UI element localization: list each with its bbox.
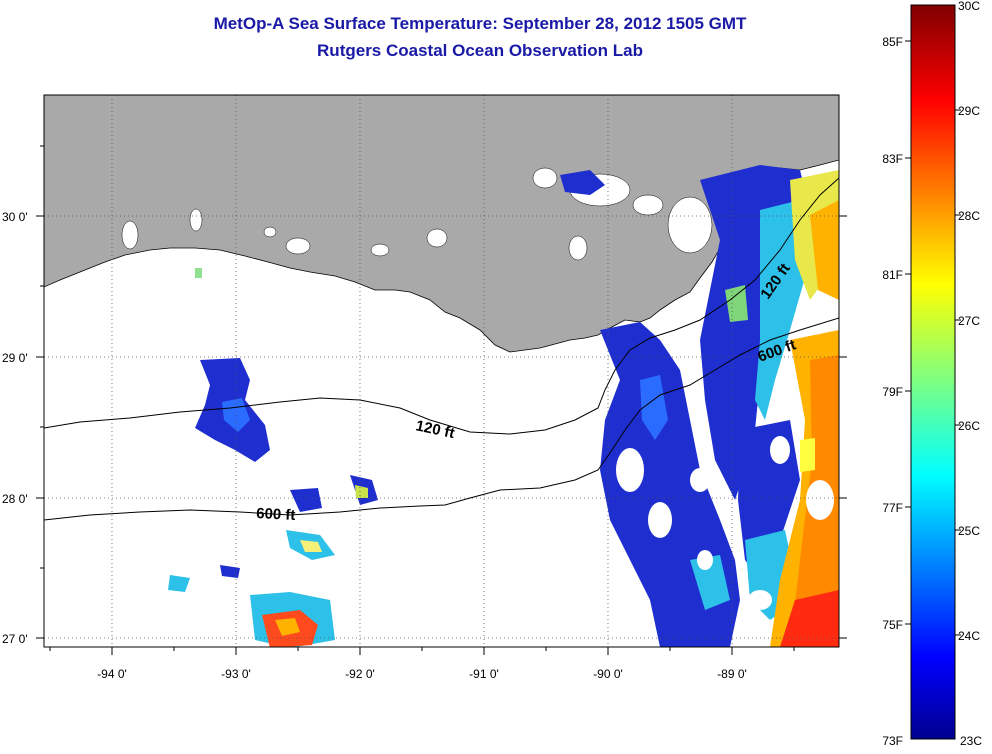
colorbar-fahrenheit-label: 85F	[882, 35, 903, 49]
sst-patches-west	[168, 268, 378, 647]
sst-patches-east	[560, 165, 839, 647]
lat-tick-label: 29 0'	[2, 351, 28, 365]
map-subtitle: Rutgers Coastal Ocean Observation Lab	[317, 41, 643, 60]
colorbar-celsius-label: 30C	[958, 0, 980, 13]
lat-tick-label: 27 0'	[2, 632, 28, 646]
contour-120ft	[44, 177, 839, 435]
map-frame	[43, 94, 840, 648]
contour-label-600ft-west: 600 ft	[256, 505, 296, 524]
colorbar-celsius-label: 27C	[958, 314, 980, 328]
lon-tick-marks	[49, 647, 795, 655]
lat-tick-label: 28 0'	[2, 492, 28, 506]
lon-tick-label: -89 0'	[717, 667, 747, 681]
lon-tick-label: -91 0'	[469, 667, 499, 681]
lat-tick-marks	[36, 145, 847, 639]
colorbar	[910, 4, 956, 740]
graticule	[44, 95, 839, 647]
colorbar-celsius-label: 29C	[958, 104, 980, 118]
lon-tick-label: -93 0'	[221, 667, 251, 681]
colorbar-celsius-label: 24C	[958, 629, 980, 643]
colorbar-celsius-label: 26C	[958, 419, 980, 433]
colorbar-celsius-label: 28C	[958, 209, 980, 223]
lat-tick-label: 30 0'	[2, 210, 28, 224]
colorbar-fahrenheit-label: 77F	[882, 501, 903, 515]
colorbar-fahrenheit-label: 75F	[882, 618, 903, 632]
contour-600ft	[44, 317, 839, 521]
lon-tick-label: -92 0'	[345, 667, 375, 681]
colorbar-fahrenheit-label: 83F	[882, 152, 903, 166]
map-title: MetOp-A Sea Surface Temperature: Septemb…	[213, 14, 747, 33]
colorbar-fahrenheit-label: 73F	[882, 734, 903, 748]
colorbar-fahrenheit-label: 79F	[882, 385, 903, 399]
colorbar-fahrenheit-label: 81F	[882, 268, 903, 282]
colorbar-celsius-label: 25C	[958, 524, 980, 538]
inland-lakes	[121, 167, 713, 261]
lon-tick-label: -90 0'	[593, 667, 623, 681]
colorbar-ticks	[905, 40, 961, 636]
colorbar-celsius-label: 23C	[960, 734, 982, 748]
cloud-gaps	[616, 436, 834, 610]
lon-tick-label: -94 0'	[97, 667, 127, 681]
